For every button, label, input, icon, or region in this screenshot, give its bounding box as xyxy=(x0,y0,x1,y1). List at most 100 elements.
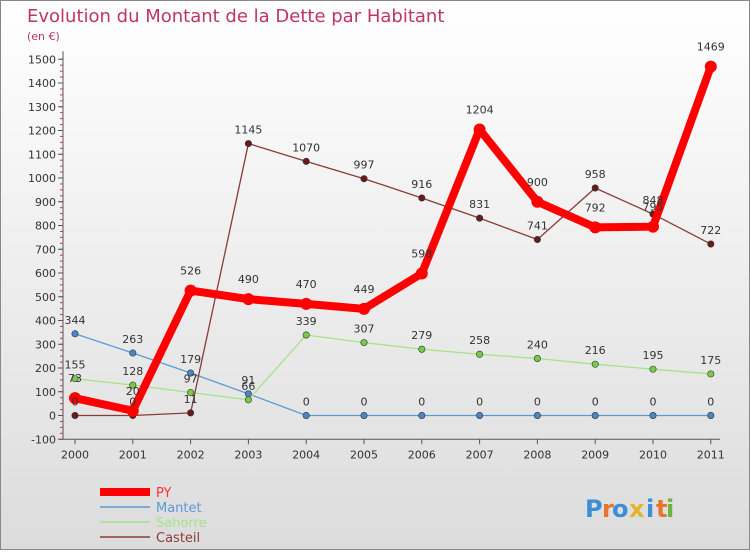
series-casteil xyxy=(71,140,715,419)
data-point xyxy=(71,330,79,338)
legend-label: PY xyxy=(156,486,172,501)
y-tick-label: 1100 xyxy=(28,148,56,161)
y-tick-label: 0 xyxy=(49,410,56,423)
series-line-mantet xyxy=(74,333,712,417)
data-point xyxy=(415,267,428,280)
data-point xyxy=(187,409,195,417)
data-point xyxy=(129,349,137,357)
data-point xyxy=(589,221,602,234)
data-point xyxy=(591,360,599,368)
data-point xyxy=(71,375,79,383)
data-point xyxy=(302,411,310,419)
data-label: 958 xyxy=(585,168,606,181)
data-point xyxy=(649,411,657,419)
legend-label: Sahorre xyxy=(156,516,207,531)
legend-label: Mantet xyxy=(156,501,202,516)
data-label: 97 xyxy=(184,372,198,385)
data-point xyxy=(707,240,715,248)
x-tick-label: 2006 xyxy=(408,448,436,461)
data-point xyxy=(707,411,715,419)
data-point xyxy=(302,157,310,165)
series-line-casteil xyxy=(74,142,712,417)
data-point xyxy=(418,345,426,353)
data-label: 795 xyxy=(643,201,664,214)
y-tick-label: 1300 xyxy=(28,101,56,114)
brand-letter: t xyxy=(656,495,667,523)
data-point xyxy=(476,214,484,222)
data-point xyxy=(649,365,657,373)
y-tick-label: -100 xyxy=(31,433,56,446)
brand-letter: i xyxy=(666,495,674,523)
y-tick-label: 500 xyxy=(35,291,56,304)
data-point xyxy=(360,411,368,419)
data-point xyxy=(71,411,79,419)
data-label: 598 xyxy=(411,247,432,260)
data-label: 1204 xyxy=(466,104,494,117)
x-tick-label: 2008 xyxy=(523,448,551,461)
data-label: 470 xyxy=(296,278,317,291)
data-point xyxy=(476,350,484,358)
data-point xyxy=(126,404,139,417)
data-label: 0 xyxy=(534,396,541,409)
x-tick-label: 2010 xyxy=(639,448,667,461)
data-label: 344 xyxy=(65,314,86,327)
data-label: 155 xyxy=(65,359,86,372)
y-tick-label: 900 xyxy=(35,196,56,209)
data-label: 722 xyxy=(700,224,721,237)
data-point xyxy=(129,381,137,389)
data-label: 916 xyxy=(411,178,432,191)
data-label: 741 xyxy=(527,220,548,233)
x-tick-label: 2007 xyxy=(466,448,494,461)
data-point xyxy=(360,175,368,183)
data-label: 0 xyxy=(129,396,136,409)
data-label: 20 xyxy=(126,385,140,398)
brand-letter: r xyxy=(602,495,614,523)
data-point xyxy=(242,293,255,306)
data-label: 0 xyxy=(650,396,657,409)
data-point xyxy=(358,302,370,315)
legend-label: Casteil xyxy=(156,531,200,546)
series-line-py xyxy=(71,62,715,415)
data-label: 66 xyxy=(241,380,255,393)
series-mantet xyxy=(71,330,715,419)
data-point xyxy=(244,396,252,404)
series-py xyxy=(69,60,717,417)
data-label: 1469 xyxy=(697,41,725,54)
data-label: 449 xyxy=(354,283,375,296)
x-tick-label: 2004 xyxy=(292,448,320,461)
data-label: 0 xyxy=(72,396,79,409)
x-tick-label: 2000 xyxy=(61,448,89,461)
x-tick-label: 2003 xyxy=(234,448,262,461)
data-label: 175 xyxy=(700,354,721,367)
y-tick-label: 1500 xyxy=(28,53,56,66)
data-point xyxy=(707,370,715,378)
data-point xyxy=(533,411,541,419)
data-label: 258 xyxy=(469,334,490,347)
x-tick-label: 2011 xyxy=(697,448,725,461)
data-label: 240 xyxy=(527,339,548,352)
data-label: 263 xyxy=(122,333,143,346)
data-point xyxy=(647,220,659,233)
brand-letter: i xyxy=(646,495,654,523)
y-tick-label: 800 xyxy=(35,220,56,233)
x-tick-label: 2001 xyxy=(119,448,147,461)
data-point xyxy=(418,411,426,419)
data-point xyxy=(533,236,541,244)
chart-subtitle: (en €) xyxy=(27,30,60,43)
y-tick-label: 200 xyxy=(35,362,56,375)
x-tick-label: 2002 xyxy=(177,448,205,461)
series-line-sahorre xyxy=(74,334,712,401)
data-point xyxy=(473,123,486,136)
data-point xyxy=(69,392,81,405)
chart-title: Evolution du Montant de la Dette par Hab… xyxy=(27,6,444,27)
data-label: 339 xyxy=(296,315,317,328)
data-label: 91 xyxy=(241,374,255,387)
axes: -100010020030040050060070080090010001100… xyxy=(28,51,725,461)
y-tick-label: 100 xyxy=(35,386,56,399)
series-sahorre xyxy=(71,331,715,404)
data-point xyxy=(244,140,252,148)
